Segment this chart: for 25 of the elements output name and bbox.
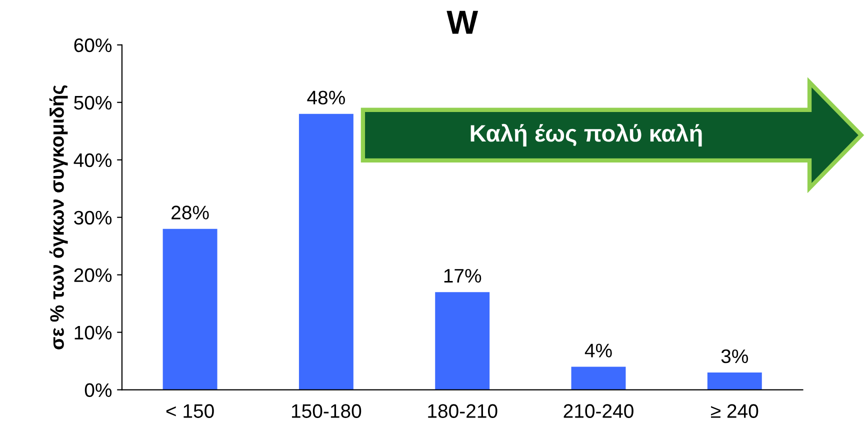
y-tick-label: 0% [84, 383, 112, 398]
x-tick-label: 210-240 [564, 404, 634, 418]
bar [571, 366, 626, 390]
bar [298, 114, 354, 390]
y-axis-title: σε % των όγκων συγκομιδής [49, 85, 68, 350]
x-tick-label: 150-180 [292, 404, 362, 418]
data-label: 17% [444, 268, 482, 283]
y-tick-label: 60% [74, 38, 112, 52]
data-label: 3% [721, 349, 748, 364]
bar [707, 372, 762, 390]
y-tick-label: 10% [74, 326, 112, 340]
y-tick-label: 40% [74, 153, 112, 168]
data-label: 28% [172, 206, 209, 220]
bar [435, 292, 490, 390]
x-tick-label: ≥ 240 [711, 404, 758, 418]
bar [162, 228, 218, 390]
y-tick-label: 50% [74, 96, 112, 110]
annotation: Καλή έως πολύ καλή [470, 124, 702, 146]
chart-title: W [446, 10, 478, 34]
x-tick-label: < 150 [166, 404, 214, 418]
data-label: 48% [307, 90, 345, 104]
y-tick-label: 20% [74, 268, 112, 282]
data-label: 4% [584, 344, 612, 358]
x-tick-label: 180-210 [428, 404, 498, 418]
y-tick-label: 30% [74, 210, 112, 225]
